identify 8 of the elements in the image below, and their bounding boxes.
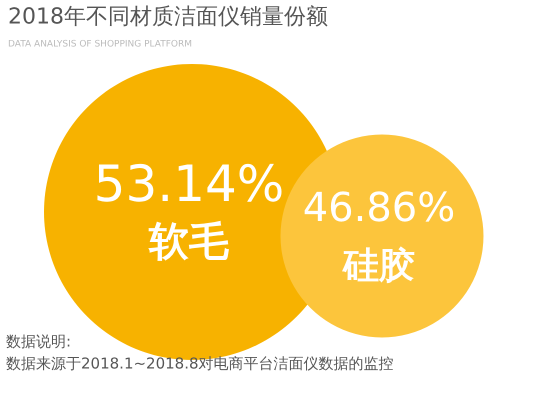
text: 2018年不同材质洁面仪销量份额	[8, 4, 328, 30]
category-label: 硅胶	[341, 246, 415, 286]
text: DATA ANALYSIS OF SHOPPING PLATFORM	[8, 40, 192, 50]
data-label: 53.14%	[94, 155, 284, 213]
text: 数据来源于2018.1~2018.8对电商平台洁面仪数据的监控	[6, 354, 394, 372]
data-label: 46.86%	[302, 185, 456, 231]
category-label: 软毛	[148, 219, 229, 265]
text: 数据说明:	[6, 332, 72, 350]
